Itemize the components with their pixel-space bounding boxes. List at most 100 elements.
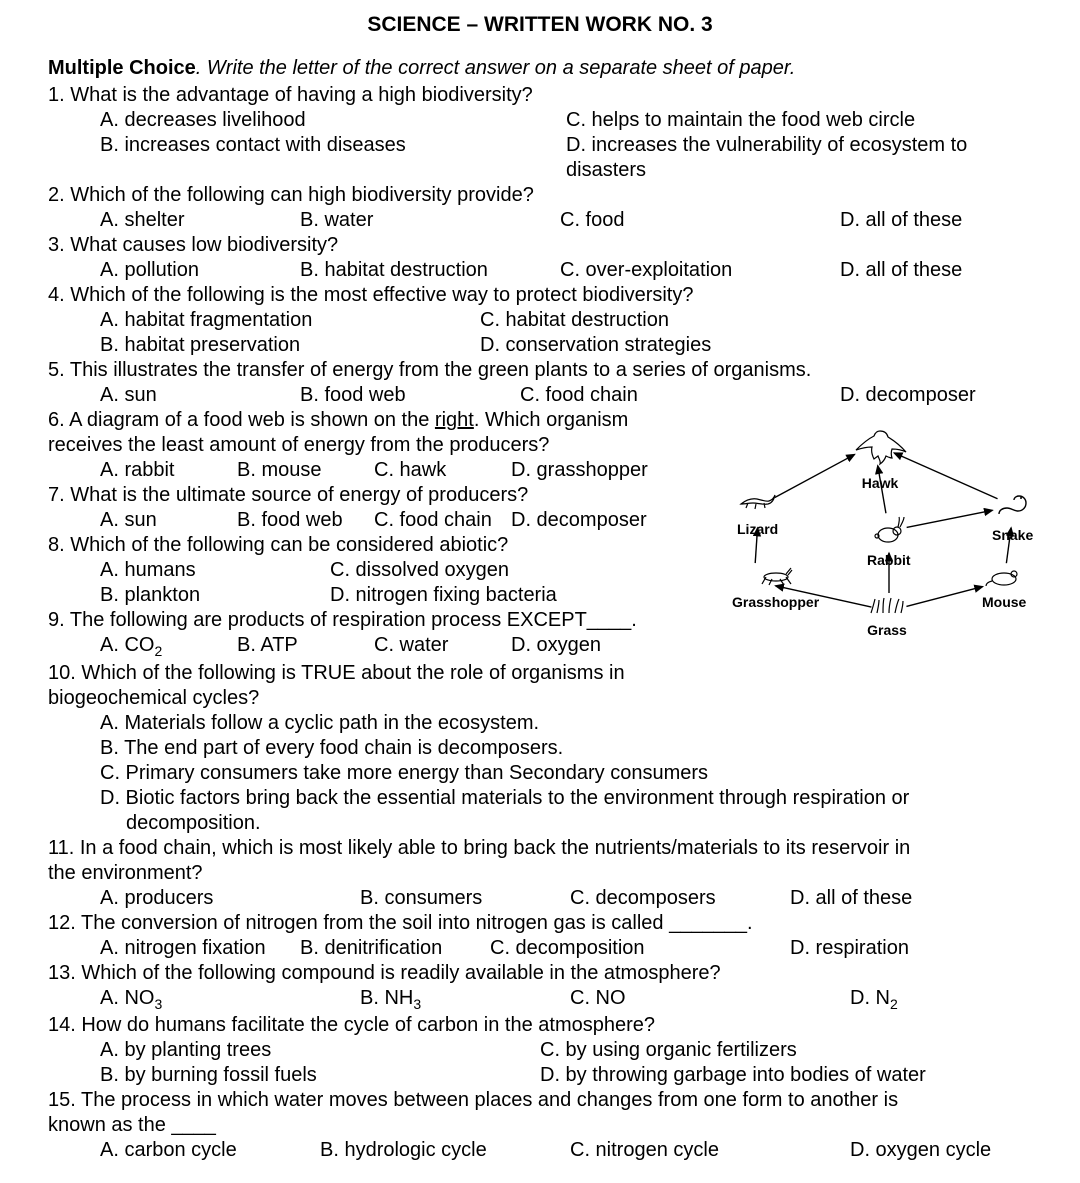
- lizard-icon: [737, 490, 778, 519]
- q9-c: C. water: [374, 633, 511, 661]
- question-2: 2. Which of the following can high biodi…: [48, 183, 1032, 233]
- q15-d: D. oxygen cycle: [850, 1138, 1032, 1163]
- q3-b: B. habitat destruction: [300, 258, 560, 283]
- q1-b: B. increases contact with diseases: [100, 133, 566, 183]
- foodweb-label-lizard: Lizard: [737, 521, 778, 537]
- foodweb-edge-grass-mouse: [906, 587, 982, 607]
- foodweb-label-snake: Snake: [992, 527, 1033, 543]
- mouse-icon: [982, 565, 1026, 592]
- q3-d: D. all of these: [840, 258, 1032, 283]
- q9-d: D. oxygen: [511, 633, 648, 661]
- q9-b: B. ATP: [237, 633, 374, 661]
- q14-d: D. by throwing garbage into bodies of wa…: [540, 1063, 1032, 1088]
- q4-c: C. habitat destruction: [480, 308, 1032, 333]
- q7-a: A. sun: [100, 508, 237, 533]
- q11-c: C. decomposers: [570, 886, 790, 911]
- q1-a: A. decreases livelihood: [100, 108, 566, 133]
- q11-a: A. producers: [100, 886, 360, 911]
- q13-a: A. NO3: [100, 986, 360, 1014]
- q14-b: B. by burning fossil fuels: [100, 1063, 540, 1088]
- question-15: 15. The process in which water moves bet…: [48, 1088, 1032, 1163]
- q12-b: B. denitrification: [300, 936, 490, 961]
- foodweb-label-hawk: Hawk: [862, 475, 899, 491]
- foodweb-node-grass: Grass: [867, 595, 907, 639]
- q11-d: D. all of these: [790, 886, 1032, 911]
- q1-text: 1. What is the advantage of having a hig…: [48, 83, 1032, 108]
- q2-text: 2. Which of the following can high biodi…: [48, 183, 1032, 208]
- foodweb-label-grass: Grass: [867, 622, 907, 638]
- q4-text: 4. Which of the following is the most ef…: [48, 283, 1032, 308]
- q10-d: D. Biotic factors bring back the essenti…: [48, 786, 1032, 811]
- q15-b: B. hydrologic cycle: [320, 1138, 570, 1163]
- instructions: Multiple Choice. Write the letter of the…: [48, 56, 1032, 81]
- q3-text: 3. What causes low biodiversity?: [48, 233, 1032, 258]
- q12-d: D. respiration: [790, 936, 1032, 961]
- q4-d: D. conservation strategies: [480, 333, 1032, 358]
- question-1: 1. What is the advantage of having a hig…: [48, 83, 1032, 183]
- foodweb-node-mouse: Mouse: [982, 565, 1026, 611]
- question-12: 12. The conversion of nitrogen from the …: [48, 911, 1032, 961]
- food-web-diagram: HawkLizardSnakeRabbitGrasshopperMouseGra…: [712, 370, 1052, 620]
- q2-d: D. all of these: [840, 208, 1032, 233]
- foodweb-node-rabbit: Rabbit: [867, 515, 911, 569]
- foodweb-edge-rabbit-snake: [907, 511, 993, 528]
- foodweb-label-mouse: Mouse: [982, 594, 1026, 610]
- foodweb-node-grasshopper: Grasshopper: [732, 565, 819, 611]
- q7-b: B. food web: [237, 508, 374, 533]
- q3-a: A. pollution: [100, 258, 300, 283]
- q13-c: C. NO: [570, 986, 850, 1014]
- q11-b: B. consumers: [360, 886, 570, 911]
- q14-a: A. by planting trees: [100, 1038, 540, 1063]
- q12-c: C. decomposition: [490, 936, 790, 961]
- q6-a: A. rabbit: [100, 458, 237, 483]
- q5-b: B. food web: [300, 383, 520, 408]
- q11-line1: 11. In a food chain, which is most likel…: [48, 836, 1032, 861]
- content: Multiple Choice. Write the letter of the…: [48, 56, 1032, 1163]
- q15-c: C. nitrogen cycle: [570, 1138, 850, 1163]
- q13-d: D. N2: [850, 986, 1032, 1014]
- snake-icon: [992, 490, 1033, 525]
- q10-d2: decomposition.: [48, 811, 1032, 836]
- q9-a: A. CO2: [100, 633, 237, 661]
- q12-text: 12. The conversion of nitrogen from the …: [48, 911, 1032, 936]
- q15-line1: 15. The process in which water moves bet…: [48, 1088, 1032, 1113]
- q7-d: D. decomposer: [511, 508, 648, 533]
- q13-text: 13. Which of the following compound is r…: [48, 961, 1032, 986]
- q1-c: C. helps to maintain the food web circle: [566, 108, 1032, 133]
- question-4: 4. Which of the following is the most ef…: [48, 283, 1032, 358]
- q12-a: A. nitrogen fixation: [100, 936, 300, 961]
- q15-line2: known as the ____: [48, 1113, 1032, 1138]
- q8-d: D. nitrogen fixing bacteria: [330, 583, 628, 608]
- q10-line2: biogeochemical cycles?: [48, 686, 1032, 711]
- q10-line1: 10. Which of the following is TRUE about…: [48, 661, 1032, 686]
- q2-a: A. shelter: [100, 208, 300, 233]
- question-3: 3. What causes low biodiversity? A. poll…: [48, 233, 1032, 283]
- question-13: 13. Which of the following compound is r…: [48, 961, 1032, 1014]
- q13-b: B. NH3: [360, 986, 570, 1014]
- grasshopper-icon: [732, 565, 819, 592]
- q5-a: A. sun: [100, 383, 300, 408]
- worksheet-title: SCIENCE – WRITTEN WORK NO. 3: [48, 12, 1032, 38]
- q11-line2: the environment?: [48, 861, 1032, 886]
- q8-c: C. dissolved oxygen: [330, 558, 628, 583]
- q1-d: D. increases the vulnerability of ecosys…: [566, 133, 1032, 183]
- q14-text: 14. How do humans facilitate the cycle o…: [48, 1013, 1032, 1038]
- q8-b: B. plankton: [100, 583, 330, 608]
- foodweb-edge-lizard-hawk: [775, 455, 855, 498]
- q10-b: B. The end part of every food chain is d…: [48, 736, 1032, 761]
- foodweb-node-lizard: Lizard: [737, 490, 778, 538]
- q14-c: C. by using organic fertilizers: [540, 1038, 1032, 1063]
- q10-a: A. Materials follow a cyclic path in the…: [48, 711, 1032, 736]
- foodweb-edge-snake-hawk: [894, 453, 997, 499]
- q2-b: B. water: [300, 208, 560, 233]
- hawk-icon: [852, 428, 908, 473]
- q6-d: D. grasshopper: [511, 458, 648, 483]
- q4-b: B. habitat preservation: [100, 333, 480, 358]
- question-10: 10. Which of the following is TRUE about…: [48, 661, 1032, 836]
- foodweb-node-snake: Snake: [992, 490, 1033, 544]
- q10-c: C. Primary consumers take more energy th…: [48, 761, 1032, 786]
- question-14: 14. How do humans facilitate the cycle o…: [48, 1013, 1032, 1088]
- question-11: 11. In a food chain, which is most likel…: [48, 836, 1032, 911]
- q6-b: B. mouse: [237, 458, 374, 483]
- q3-c: C. over-exploitation: [560, 258, 840, 283]
